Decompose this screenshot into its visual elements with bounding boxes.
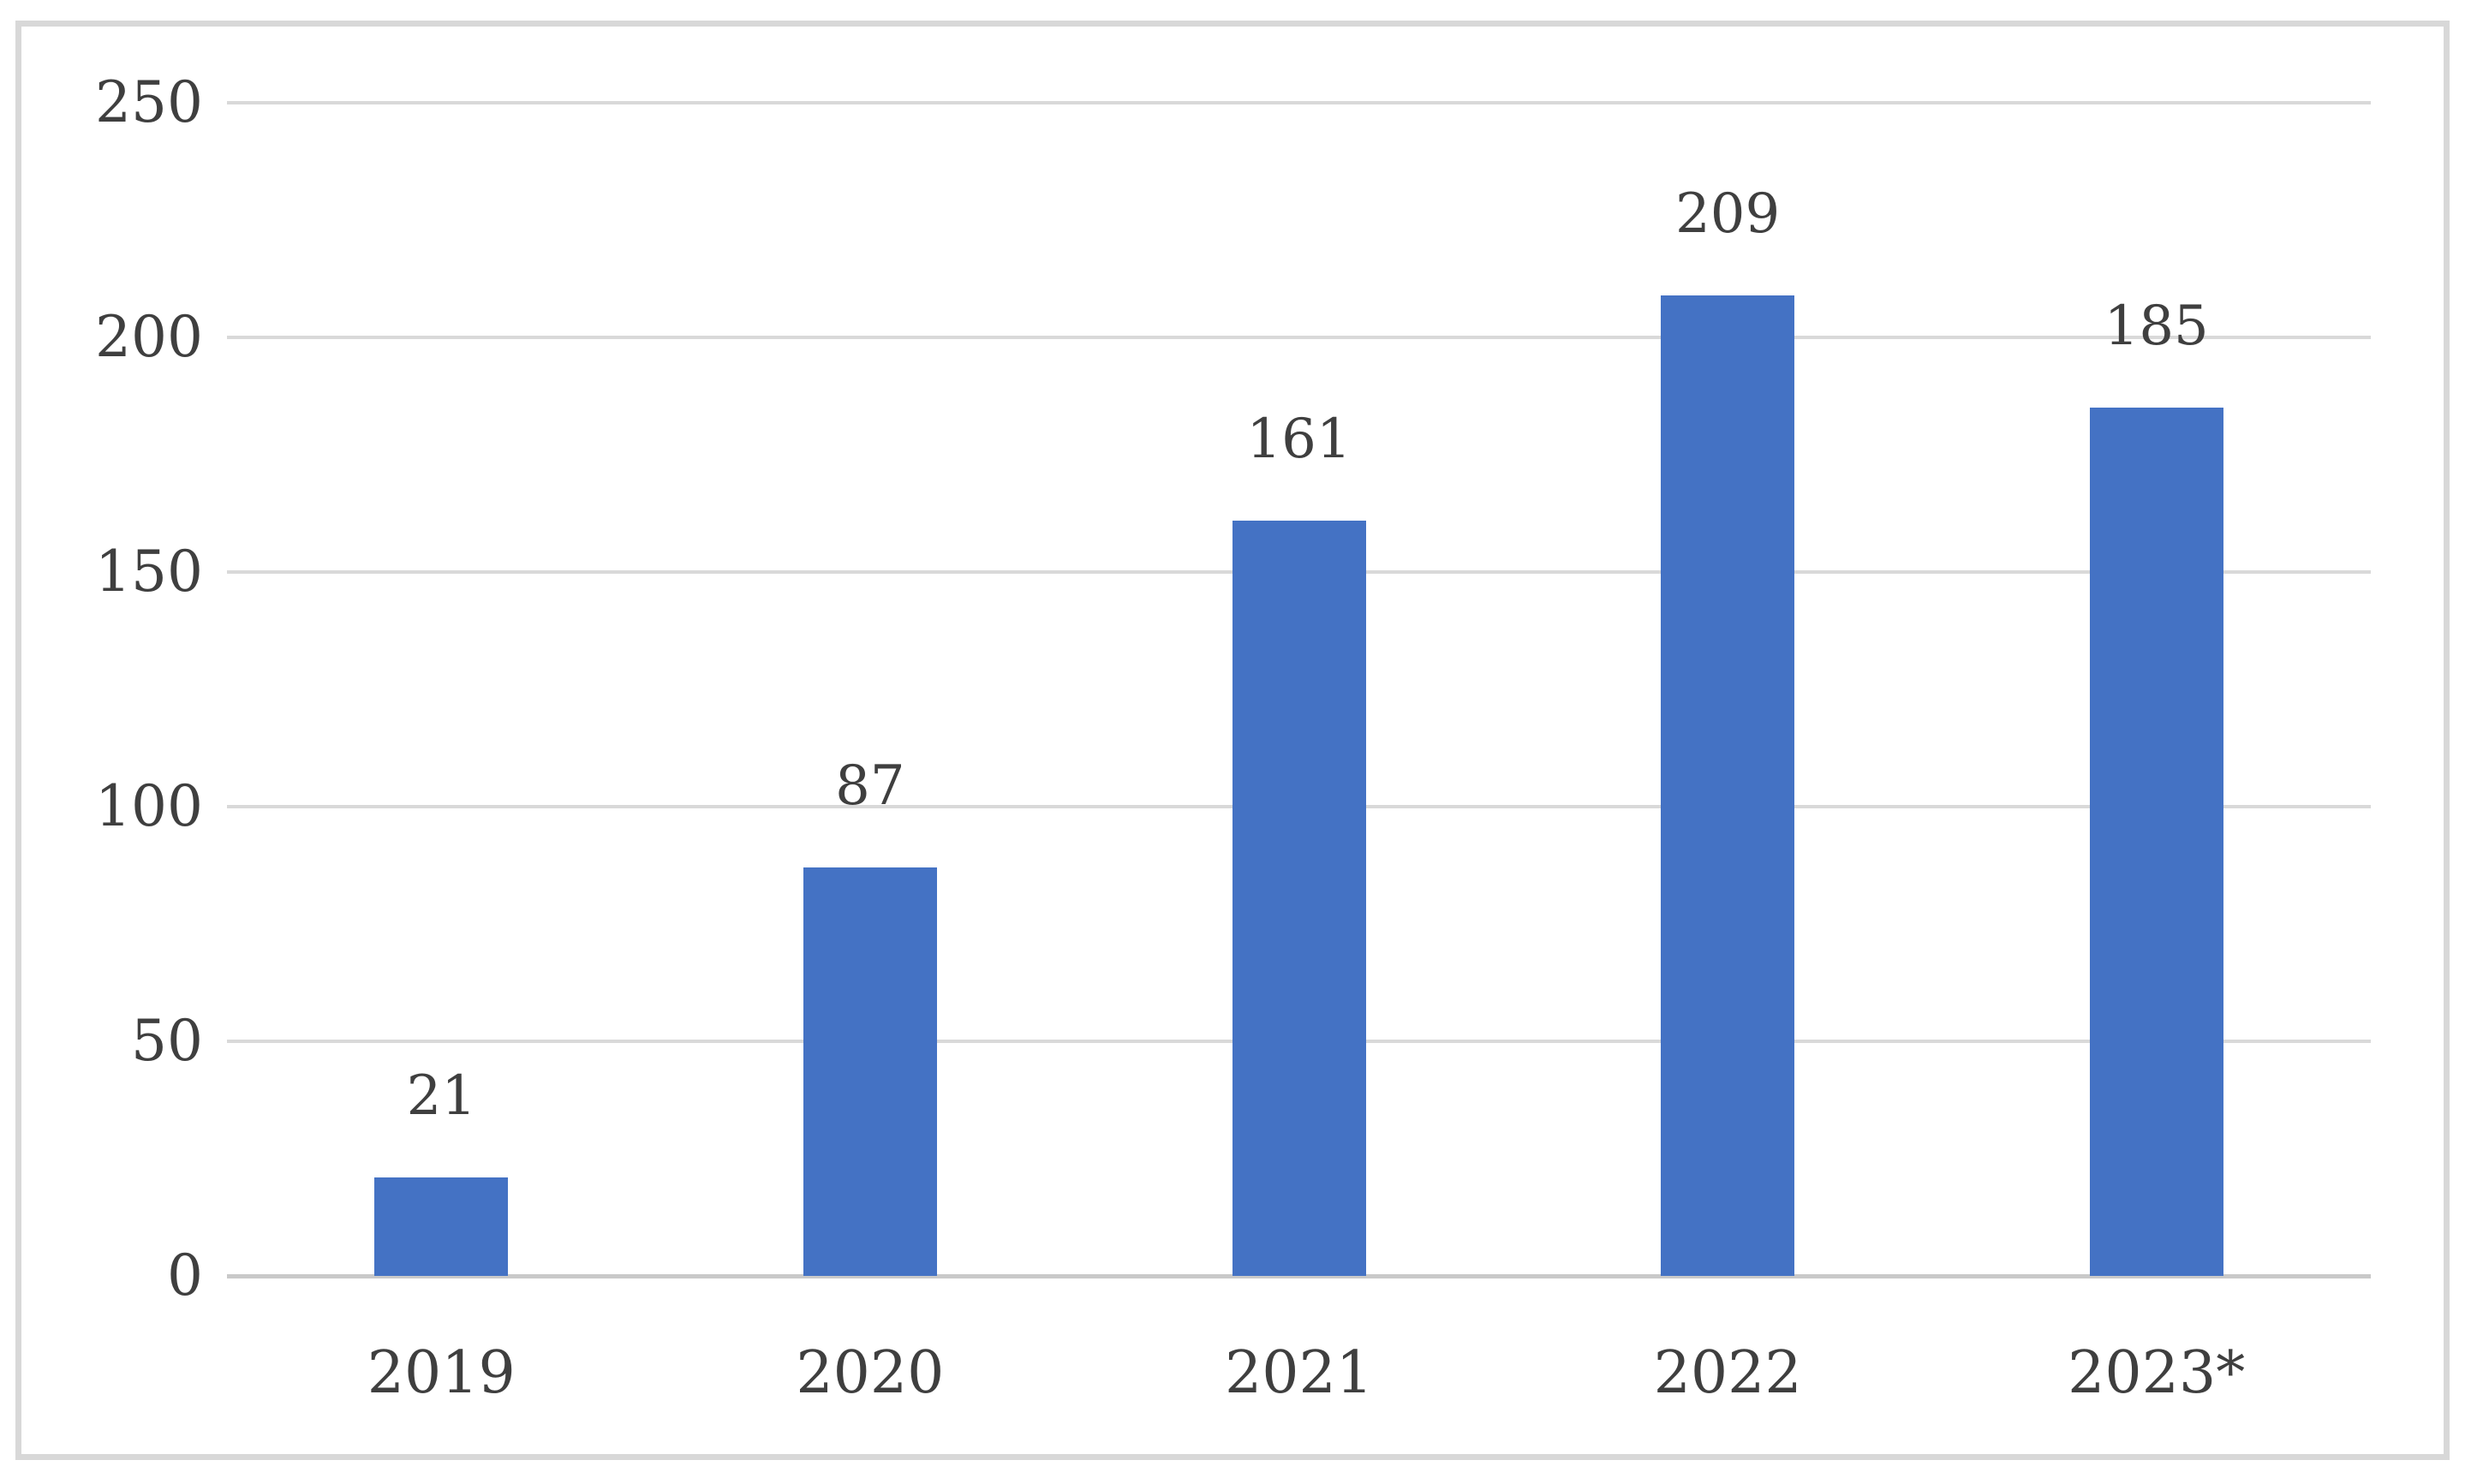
x-tick-label: 2022: [1653, 1339, 1802, 1407]
x-tick-label: 2020: [796, 1339, 945, 1407]
bar-value-label: 209: [1675, 182, 1781, 246]
x-tick-label: 2019: [367, 1339, 516, 1407]
bar-value-label: 87: [835, 754, 905, 819]
y-gridline: [227, 101, 2371, 104]
bar-value-label: 21: [406, 1064, 477, 1128]
x-tick-label: 2023*: [2068, 1339, 2246, 1407]
y-tick-label: 250: [95, 69, 203, 135]
bar-2023*: [2089, 408, 2223, 1276]
y-tick-label: 100: [95, 773, 203, 839]
bar-2020: [803, 867, 937, 1276]
y-tick-label: 200: [95, 304, 203, 370]
bar-value-label: 185: [2104, 295, 2209, 359]
bar-2022: [1661, 295, 1795, 1276]
y-gridline: [227, 336, 2371, 339]
y-tick-label: 150: [95, 539, 203, 605]
bar-2021: [1232, 520, 1366, 1276]
y-tick-label: 0: [167, 1243, 203, 1308]
x-tick-label: 2021: [1224, 1339, 1374, 1407]
bar-2019: [374, 1177, 509, 1276]
y-tick-label: 50: [131, 1008, 203, 1074]
x-axis-line: [227, 1274, 2371, 1278]
bar-value-label: 161: [1246, 407, 1352, 471]
